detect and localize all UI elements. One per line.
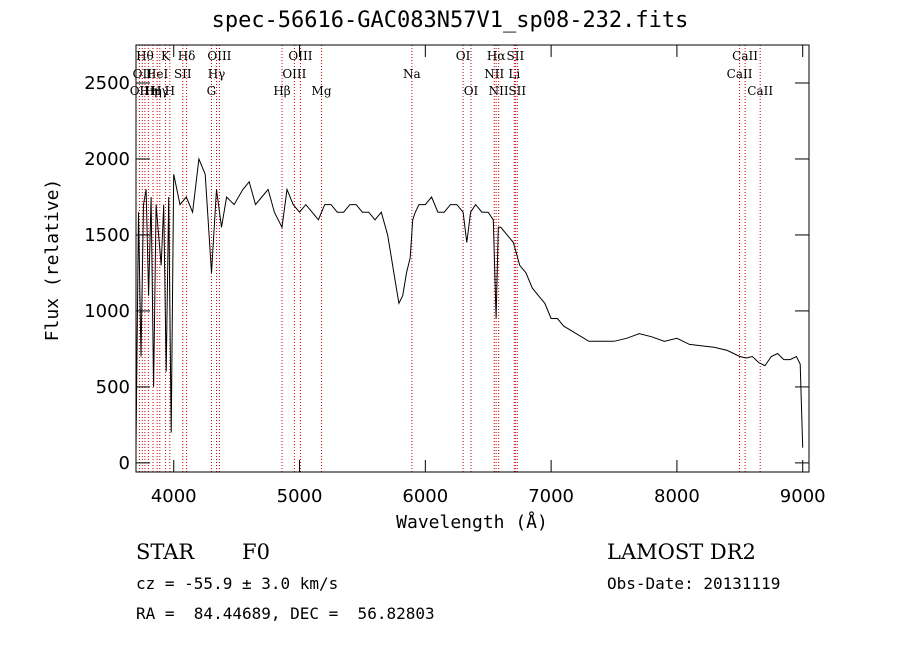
line-label: Hδ (178, 49, 196, 63)
y-tick-label: 1500 (84, 225, 130, 246)
line-label: CaII (727, 67, 753, 81)
line-label: Hη (144, 84, 162, 98)
line-label: CaII (747, 84, 773, 98)
line-label: Mg (312, 84, 332, 98)
line-label: OI (464, 84, 479, 98)
emission-line-markers (138, 45, 761, 472)
object-class: STAR (136, 540, 195, 564)
y-tick-label: 0 (119, 453, 130, 474)
y-axis-label: Flux (relative) (42, 179, 63, 342)
line-label: OII (130, 84, 150, 98)
line-label: OIII (282, 67, 306, 81)
line-label: Hγ (151, 84, 169, 98)
line-label: OII (133, 67, 153, 81)
axis-ticks: 4000 5000 6000 7000 8000 9000 0 500 1000 1500 2000… (84, 45, 826, 507)
line-label: OI (456, 49, 471, 63)
line-label: NII (489, 84, 509, 98)
line-label: OIII (288, 49, 312, 63)
line-label: Hβ (273, 84, 290, 98)
y-tick-label: 2500 (84, 73, 130, 94)
x-tick-label: 7000 (528, 486, 574, 507)
line-label: OIII (207, 49, 231, 63)
line-label: Li (508, 67, 520, 81)
line-label: NII (484, 67, 504, 81)
x-tick-label: 5000 (277, 486, 323, 507)
x-tick-label: 4000 (151, 486, 197, 507)
obs-date: Obs-Date: 20131119 (607, 574, 781, 593)
subclass: F0 (242, 540, 270, 564)
x-tick-label: 6000 (402, 486, 448, 507)
line-label: Hη (139, 84, 157, 98)
survey-name: LAMOST DR2 (607, 540, 756, 564)
line-label: SII (507, 49, 525, 63)
x-tick-label: 9000 (780, 486, 826, 507)
y-tick-label: 500 (96, 377, 130, 398)
line-label: SII (174, 67, 192, 81)
spectrum-line-0 (135, 157, 804, 448)
line-label: Hθ (136, 49, 154, 63)
y-tick-label: 2000 (84, 149, 130, 170)
line-label: Hα (487, 49, 506, 63)
x-axis-label: Wavelength (Å) (396, 511, 548, 533)
line-label: K (161, 49, 171, 63)
line-label: CaII (732, 49, 758, 63)
chart-title: spec-56616-GAC083N57V1_sp08-232.fits (211, 8, 689, 33)
plot-frame (135, 44, 810, 473)
line-label: Na (403, 67, 421, 81)
line-label: G (207, 84, 217, 98)
spectrum-series (135, 157, 804, 448)
redshift-text: cz = -55.9 ± 3.0 km/s (136, 574, 339, 593)
x-tick-label: 8000 (654, 486, 700, 507)
y-tick-label: 1000 (84, 301, 130, 322)
line-label: HeI (146, 67, 169, 81)
line-label: SII (508, 84, 526, 98)
line-label: Hγ (208, 67, 226, 81)
line-label: H (165, 84, 175, 98)
coordinates: RA = 84.44689, DEC = 56.82803 (136, 604, 435, 623)
